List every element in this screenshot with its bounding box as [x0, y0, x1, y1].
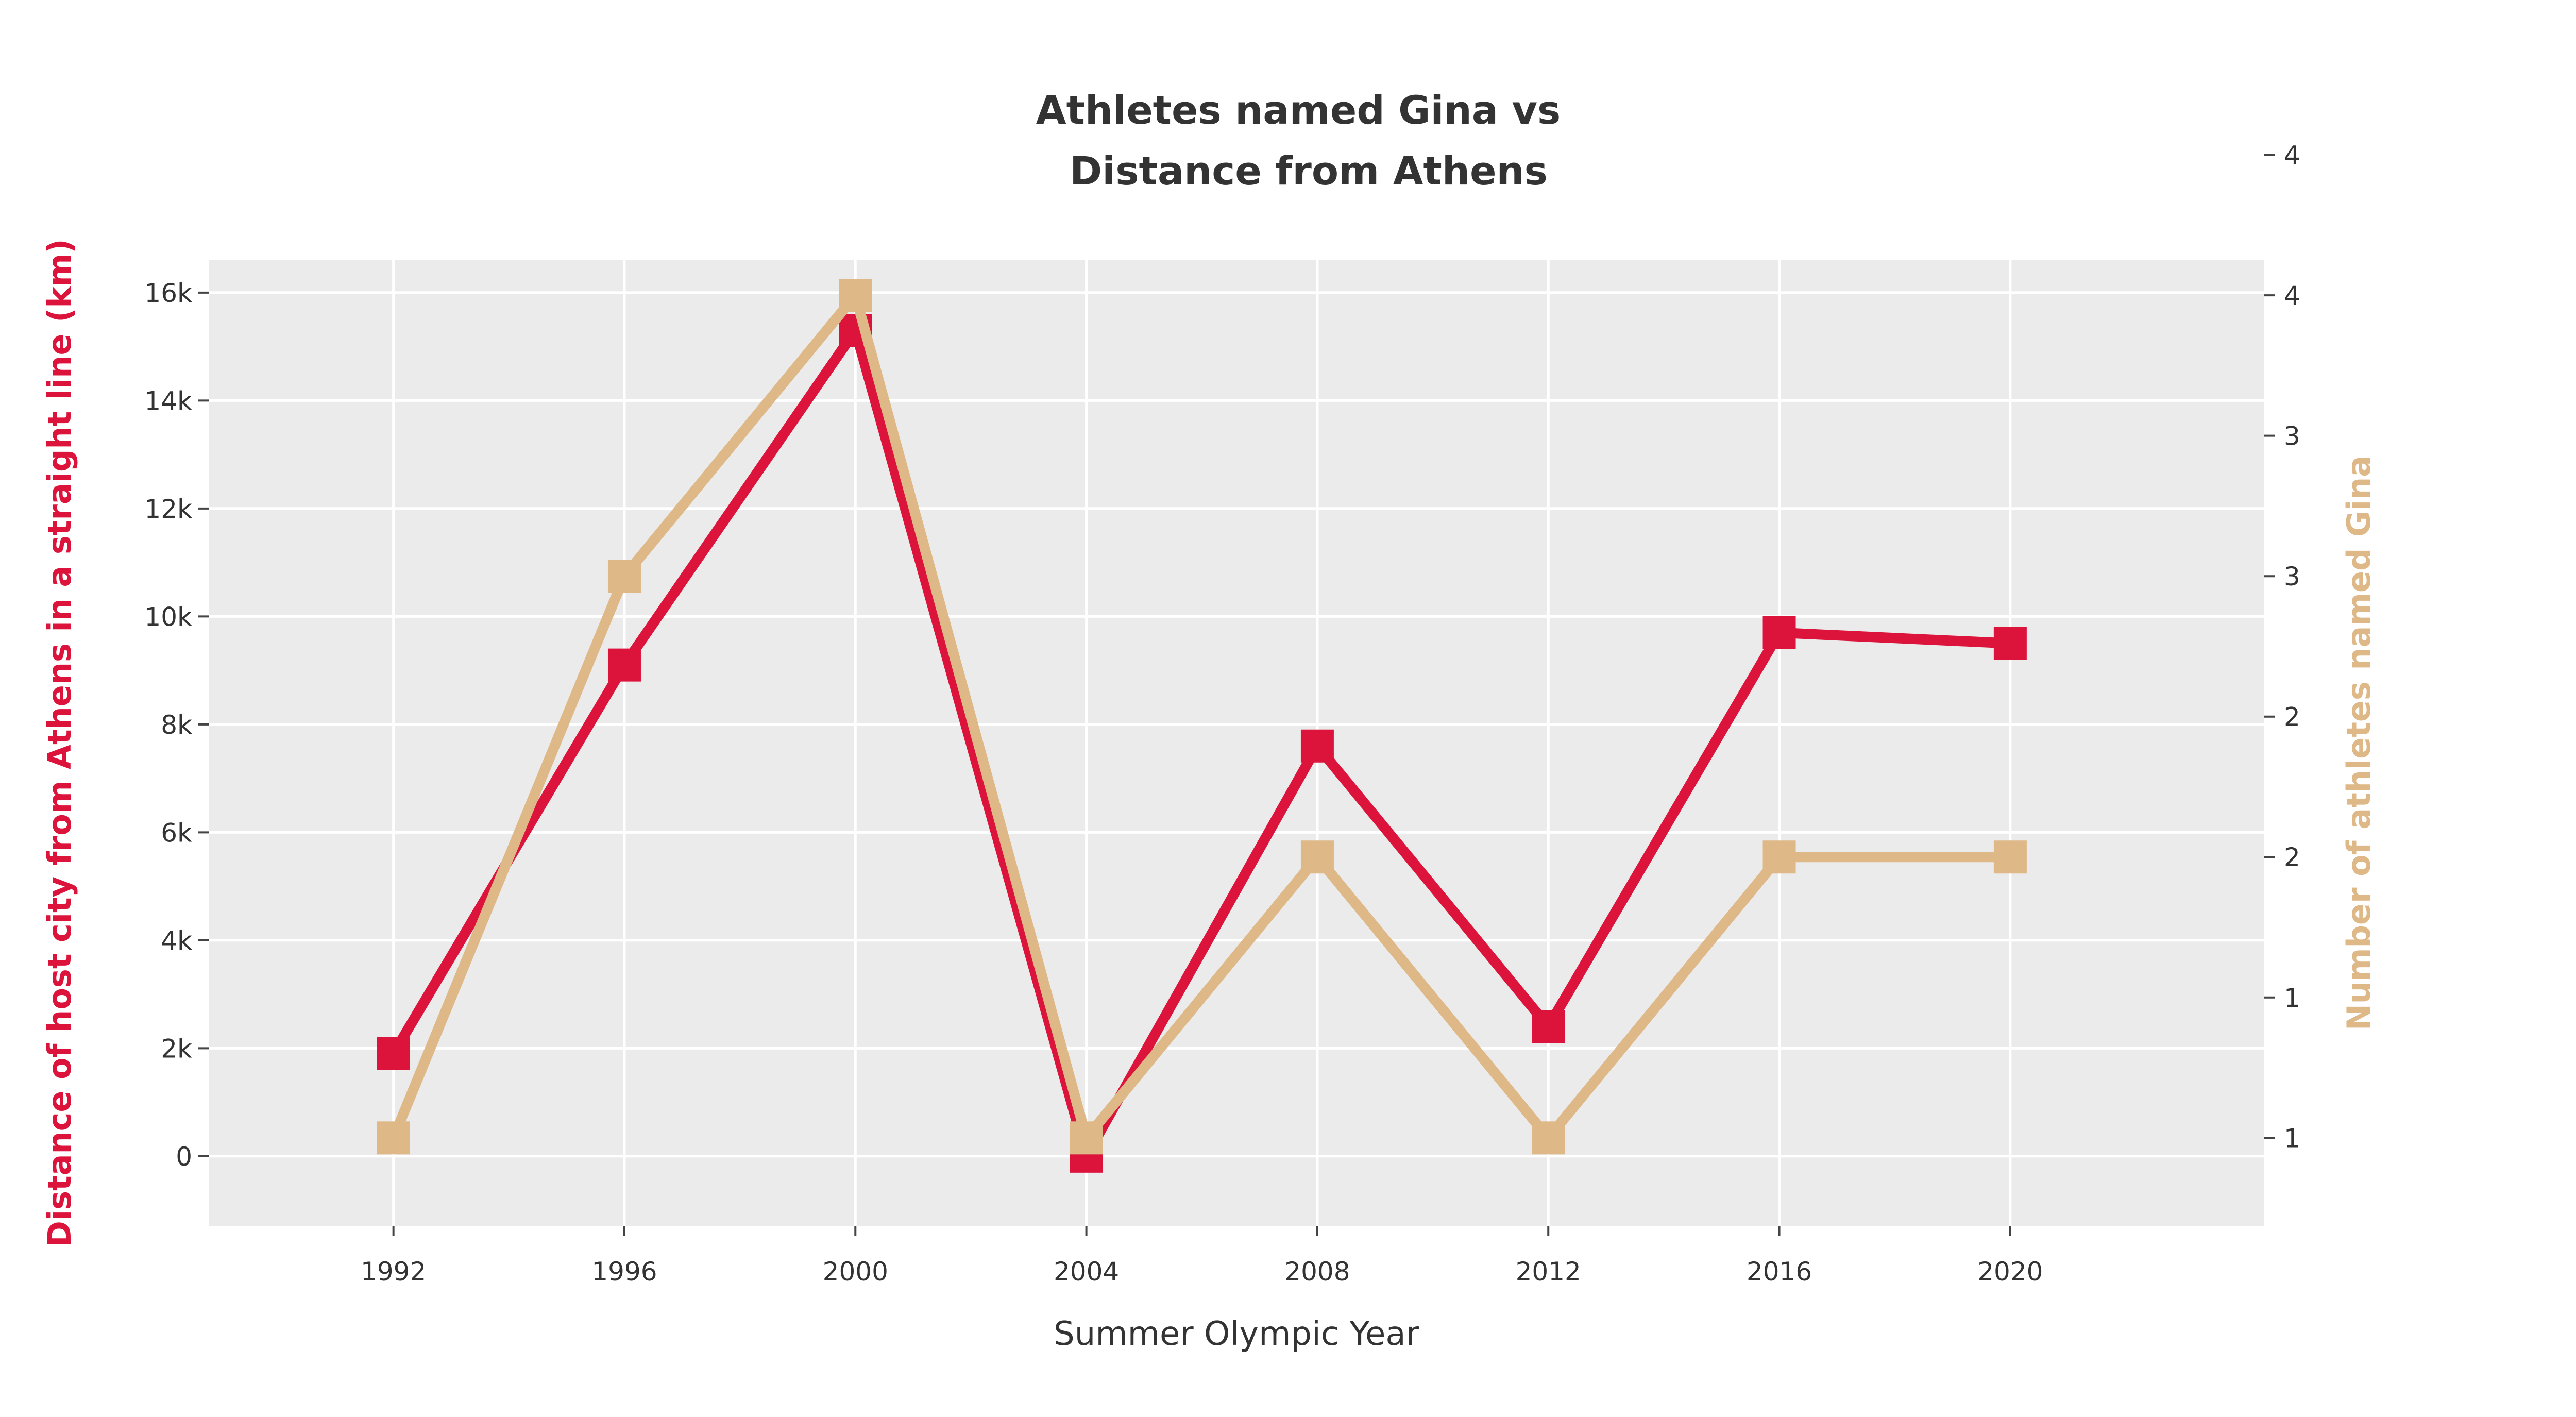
data-point-marker	[1532, 1010, 1565, 1043]
right-tick-label: 1	[2284, 983, 2300, 1013]
left-tick-label: 14k	[144, 386, 192, 416]
left-tick-label: 16k	[144, 278, 192, 308]
left-tick-label: 2k	[161, 1034, 192, 1064]
data-point-marker	[377, 1037, 410, 1070]
x-tick-label: 2000	[823, 1257, 888, 1287]
right-tick-label: 2	[2284, 842, 2300, 872]
data-point-marker	[607, 648, 641, 682]
left-tick-label: 0	[176, 1142, 192, 1172]
left-tick-label: 4k	[161, 926, 192, 956]
data-point-marker	[1532, 1121, 1565, 1155]
right-axis-title: Number of athletes named Gina	[2340, 456, 2378, 1031]
left-tick-label: 12k	[144, 494, 192, 524]
y-gridlines	[209, 291, 2264, 1158]
right-axis: 1 1 2 2 3 3 4 4	[2264, 141, 2300, 1153]
left-axis-title: Distance of host city from Athens in a s…	[41, 239, 78, 1247]
left-tick-label: 8k	[161, 710, 192, 740]
x-tick-label: 1992	[361, 1257, 426, 1287]
data-point-marker	[1070, 1121, 1103, 1155]
right-tick-label: 4	[2284, 281, 2300, 311]
series-line	[388, 284, 2010, 1149]
right-tick-label: 1	[2284, 1123, 2300, 1153]
right-tick-label: 3	[2284, 562, 2300, 592]
data-point-marker	[1993, 627, 2027, 660]
x-gridlines	[392, 260, 2012, 1226]
x-tick-label: 1996	[591, 1257, 657, 1287]
right-tick-label: 3	[2284, 421, 2300, 451]
left-axis: 0 2k 4k 6k 8k 10k 12k 14k 16k	[144, 278, 209, 1172]
x-tick-label: 2020	[1977, 1257, 2043, 1287]
x-axis-title: Summer Olympic Year	[1054, 1315, 1419, 1353]
series-1	[377, 314, 2027, 1173]
x-tick-label: 2008	[1284, 1257, 1350, 1287]
x-axis: 1992 1996 2000 2004 2008 2012 2016 2020	[361, 1226, 2043, 1287]
series-2	[377, 279, 2027, 1155]
data-point-marker	[1300, 840, 1334, 874]
data-point-marker	[377, 1121, 410, 1155]
left-tick-label: 10k	[144, 602, 192, 632]
x-tick-label: 2004	[1054, 1257, 1119, 1287]
data-point-marker	[1993, 840, 2027, 874]
left-tick-label: 6k	[161, 818, 192, 848]
x-tick-label: 2016	[1747, 1257, 1812, 1287]
data-point-marker	[1300, 729, 1334, 763]
data-point-marker	[607, 560, 641, 593]
chart-title-line-2: Distance from Athens	[1070, 148, 1548, 194]
data-point-marker	[1762, 840, 1796, 874]
chart-title-line-1: Athletes named Gina vs	[1036, 87, 1561, 133]
right-tick-label: 2	[2284, 702, 2300, 732]
x-tick-label: 2012	[1516, 1257, 1581, 1287]
plot-area	[209, 260, 2264, 1226]
data-point-marker	[839, 279, 872, 312]
data-point-marker	[1762, 616, 1796, 649]
series-layer	[377, 279, 2027, 1173]
right-tick-label: 4	[2284, 141, 2300, 171]
series-line	[389, 318, 2011, 1170]
